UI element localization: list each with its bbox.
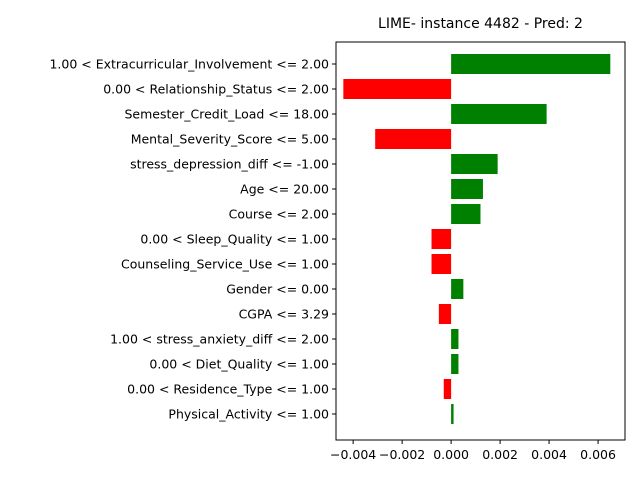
y-tick-label: CGPA <= 3.29 [239,307,329,322]
y-tick-labels: 1.00 < Extracurricular_Involvement <= 2.… [49,57,336,422]
bars-group [343,54,611,424]
x-tick-label: −0.004 [330,447,376,462]
y-tick-label: Counseling_Service_Use <= 1.00 [121,257,329,272]
bar-mental-severity-score-5-00 [375,129,452,149]
bar-0-00-diet-quality-1-00 [451,354,459,374]
x-tick-label: 0.006 [580,447,616,462]
x-tick-label: 0.002 [482,447,518,462]
y-tick-label: 0.00 < Relationship_Status <= 2.00 [103,82,329,97]
bar-1-00-stress-anxiety-diff-2-00 [451,329,459,349]
y-tick-label: Physical_Activity <= 1.00 [168,407,329,422]
y-tick-label: Mental_Severity_Score <= 5.00 [131,132,329,147]
bar-0-00-residence-type-1-00 [443,379,452,399]
y-tick-label: 0.00 < Diet_Quality <= 1.00 [149,357,329,372]
plot-frame [335,41,626,441]
bar-age-20-00 [451,179,483,199]
x-tick-label: −0.002 [379,447,425,462]
bar-cgpa-3-29 [438,304,452,324]
y-tick-label: 0.00 < Sleep_Quality <= 1.00 [140,232,329,247]
bar-counseling-service-use-1-00 [431,254,452,274]
y-tick-label: Age <= 20.00 [240,182,329,197]
y-tick-label: stress_depression_diff <= -1.00 [130,157,329,172]
y-tick-label: Gender <= 0.00 [226,282,329,297]
bar-0-00-sleep-quality-1-00 [431,229,452,249]
x-tick-label: 0.004 [531,447,567,462]
bar-stress-depression-diff-1-00 [451,154,498,174]
y-tick-label: 1.00 < stress_anxiety_diff <= 2.00 [110,332,329,347]
x-tick-label: 0.000 [433,447,469,462]
bar-1-00-extracurricular-involvement-2-00 [451,54,611,74]
bar-semester-credit-load-18-00 [451,104,547,124]
y-tick-label: Course <= 2.00 [229,207,329,222]
y-tick-label: 0.00 < Residence_Type <= 1.00 [127,382,329,397]
bar-gender-0-00 [451,279,464,299]
bar-course-2-00 [451,204,481,224]
x-tick-labels: −0.004 −0.002 0.000 0.002 0.004 0.006 [330,440,616,462]
bar-0-00-relationship-status-2-00 [343,79,452,99]
bar-physical-activity-1-00 [451,404,454,424]
y-tick-label: Semester_Credit_Load <= 18.00 [125,107,330,122]
chart-title: LIME- instance 4482 - Pred: 2 [378,16,583,32]
y-tick-label: 1.00 < Extracurricular_Involvement <= 2.… [49,57,329,72]
